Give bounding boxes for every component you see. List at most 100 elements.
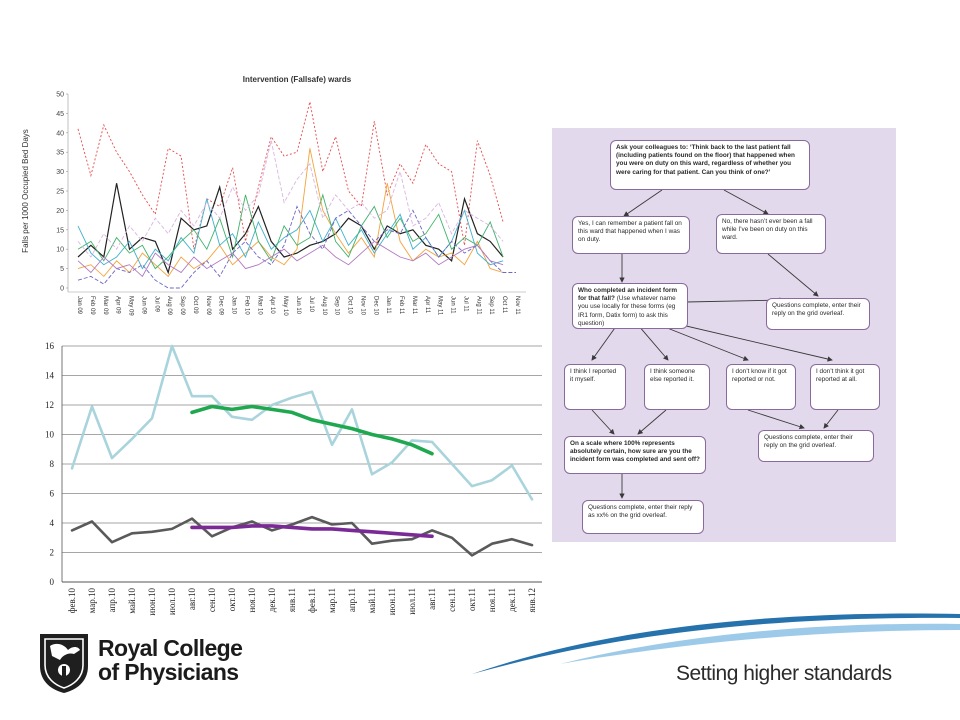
logo-line-1: Royal College: [98, 635, 243, 661]
chart1-xtick-label: Jul 10: [308, 296, 314, 313]
chart1-xtick-label: Apr 10: [269, 296, 275, 314]
chart1-ytick-label: 25: [56, 189, 64, 196]
chart1-ytick-label: 10: [56, 247, 64, 254]
flow-question-certainty: On a scale where 100% represents absolut…: [564, 436, 706, 474]
chart1-xtick-label: Jan 10: [231, 296, 237, 315]
flow-question-think-back: Ask your colleagues to: ‘Think back to t…: [610, 140, 810, 190]
chart2-xtick-label: ноя.10: [247, 588, 257, 613]
chart1-xtick-label: Mar 10: [256, 296, 262, 315]
chart1-xtick-label: Oct 09: [192, 296, 198, 314]
chart1-series-line: [77, 198, 504, 270]
chart1-xtick-label: Jan 09: [76, 296, 82, 315]
chart2-ytick-label: 6: [50, 489, 55, 499]
chart2-series-line: [70, 515, 534, 557]
flow-end-no-fall: Questions complete, enter their reply on…: [766, 298, 870, 330]
chart1-xtick-label: Sep 10: [334, 296, 340, 316]
chart2-xtick-label: июл.11: [407, 588, 417, 615]
flow-question-who-completed: Who completed an incident form for that …: [572, 283, 688, 329]
royal-college-crest-icon: [40, 634, 88, 693]
chart1-xtick-label: Apr 11: [424, 296, 430, 314]
chart1-xtick-label: Jan 11: [385, 296, 391, 314]
chart1-series-line: [77, 193, 504, 270]
chart1-xtick-label: Feb 09: [89, 296, 95, 315]
chart2-xtick-label: дек.11: [507, 588, 517, 612]
chart1-xtick-label: May 10: [282, 296, 288, 316]
chart2-ytick-label: 10: [45, 430, 55, 440]
flow-option-reported-myself: I think I reported it myself.: [564, 364, 626, 410]
chart1-xtick-label: Jul 09: [153, 296, 159, 313]
chart2-xtick-label: янв.12: [527, 588, 537, 612]
flow-option-dont-know: I don’t know if it got reported or not.: [726, 364, 796, 410]
chart1-series-line: [77, 240, 504, 278]
chart2-xtick-label: июн.10: [147, 588, 157, 616]
chart1-ytick-label: 30: [56, 169, 64, 176]
chart2-xtick-label: окт.11: [467, 588, 477, 611]
chart1-series-line: [77, 148, 504, 278]
chart2-xtick-label: мар.11: [327, 588, 337, 613]
chart2-xtick-label: сен.11: [447, 588, 457, 612]
chart2-ytick-label: 14: [45, 371, 55, 381]
survey-flowchart: Ask your colleagues to: ‘Think back to t…: [552, 128, 896, 542]
chart2-xtick-label: май.10: [127, 588, 137, 614]
chart1-xtick-label: Jul 11: [462, 296, 468, 312]
chart2-xtick-label: фев.10: [67, 588, 77, 614]
flow-option-someone-else: I think someone else reported it.: [644, 364, 710, 410]
chart2-xtick-label: июн.11: [387, 588, 397, 615]
chart2-xtick-label: май.11: [367, 588, 377, 613]
chart2-ytick-label: 2: [50, 548, 55, 558]
chart2-series-line: [70, 344, 534, 501]
chart1-series-line: [77, 205, 516, 289]
chart1-ytick-label: 50: [56, 92, 64, 99]
chart1-xtick-label: Jun 09: [140, 296, 146, 315]
chart1-series-line: [77, 101, 504, 250]
chart1-xtick-label: Aug 10: [321, 296, 327, 316]
chart2-xtick-label: ноя.11: [487, 588, 497, 612]
flow-answer-no: No, there hasn’t ever been a fall while …: [716, 214, 826, 254]
flow-end-not-reported: Questions complete, enter their reply on…: [758, 430, 874, 462]
chart1-xtick-label: Nov 09: [205, 296, 211, 316]
chart1-xtick-label: Feb 11: [398, 296, 404, 315]
chart2-ytick-label: 8: [50, 459, 55, 469]
chart1-xtick-label: Mar 11: [411, 296, 417, 315]
chart1-series-line: [77, 140, 504, 258]
chart2-xtick-label: дек.10: [267, 588, 277, 613]
logo-wordmark: Royal College of Physicians: [98, 635, 243, 686]
chart1-xtick-label: Oct 11: [501, 296, 507, 314]
chart2-ytick-label: 12: [45, 400, 54, 410]
chart1-ytick-label: 40: [56, 130, 64, 137]
chart1-ytick-label: 15: [56, 227, 64, 234]
chart1-xtick-label: Sep 09: [179, 296, 185, 316]
chart2-xtick-label: мар.10: [87, 588, 97, 614]
chart1-xtick-label: May 11: [437, 296, 443, 316]
flow-end-certainty: Questions complete, enter their reply as…: [582, 500, 704, 534]
chart1-series-line: [77, 183, 504, 275]
chart2-ytick-label: 4: [50, 518, 55, 528]
chart2-xtick-label: сен.10: [207, 588, 217, 613]
chart1-xtick-label: Oct 10: [347, 296, 353, 314]
chart2-xtick-label: авг.10: [187, 588, 197, 611]
chart2-xtick-label: июл.10: [167, 588, 177, 616]
chart1-xtick-label: Dec 09: [218, 296, 224, 316]
falls-line-chart-bottom: 0 2 4 6 8 10 12 14 16 фев.10 мар.10 апр.10 май.10 июн…: [45, 341, 542, 616]
chart1-xtick-label: Aug 09: [166, 296, 172, 316]
chart2-series-line: [190, 524, 434, 539]
chart2-ytick-label: 16: [45, 341, 55, 351]
chart1-xtick-label: Nov 10: [359, 296, 365, 316]
chart2-ytick-label: 0: [50, 577, 55, 587]
flowchart-arrows: [591, 189, 839, 499]
chart1-ytick-label: 0: [60, 286, 64, 293]
chart1-xtick-label: Mar 09: [102, 296, 108, 315]
logo-line-2: of Physicians: [98, 659, 239, 686]
chart1-xtick-label: Jun 10: [295, 296, 301, 315]
tagline: Setting higher standards: [676, 662, 892, 685]
chart2-xtick-label: апр.10: [107, 588, 117, 613]
chart2-series-line: [190, 404, 434, 456]
chart1-xtick-label: Feb 10: [243, 296, 249, 315]
chart1-xtick-label: Aug 11: [475, 296, 481, 315]
chart1-xtick-label: Sep 11: [488, 296, 494, 315]
chart1-xtick-label: Apr 09: [115, 296, 121, 314]
chart2-xtick-label: окт.10: [227, 588, 237, 612]
chart2-xtick-label: авг.11: [427, 588, 437, 610]
chart2-xtick-label: янв.11: [287, 588, 297, 612]
footer-swoosh: [472, 613, 960, 674]
